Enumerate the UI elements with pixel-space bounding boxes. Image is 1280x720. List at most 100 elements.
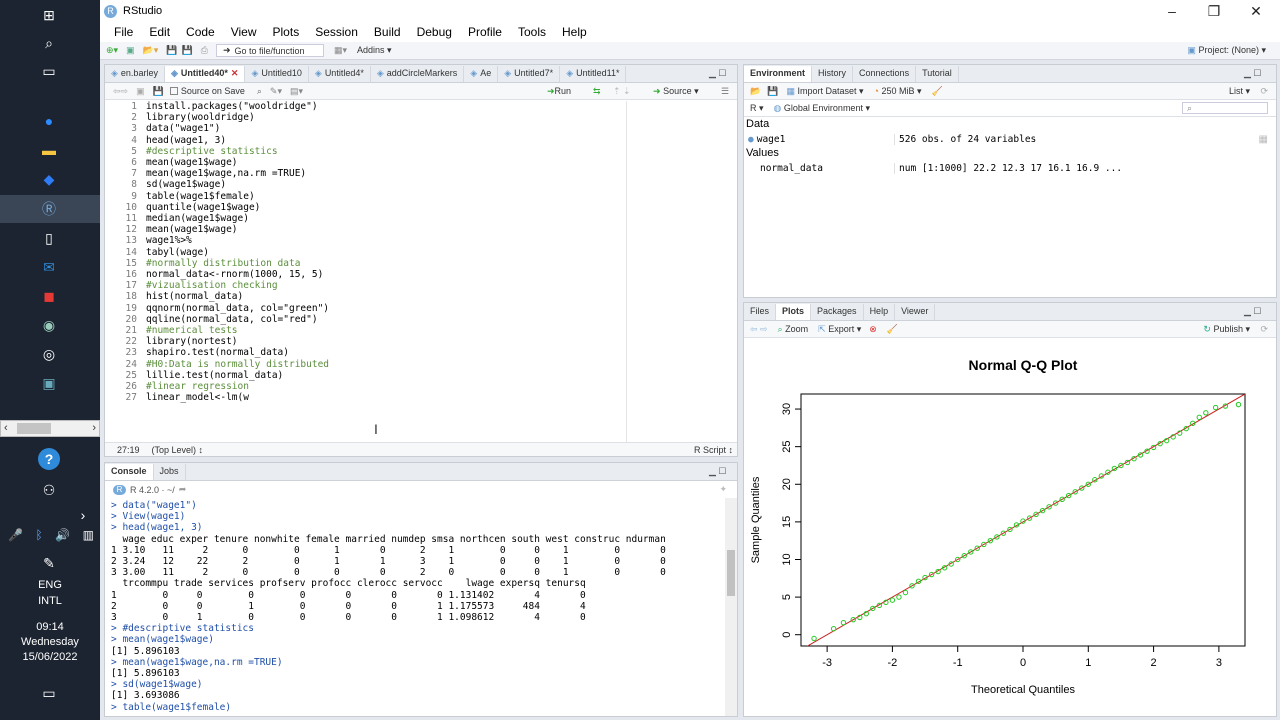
- clear-console-icon[interactable]: ✦: [719, 484, 727, 494]
- chevron-left-icon[interactable]: ‹: [4, 422, 8, 434]
- code-line[interactable]: lillie.test(normal_data): [146, 369, 284, 381]
- code-line[interactable]: data("wage1"): [146, 123, 221, 135]
- rerun-icon[interactable]: ⇆: [593, 85, 601, 96]
- refresh-icon[interactable]: ⟳: [1260, 85, 1268, 96]
- tab-ae[interactable]: ◈ Ae: [464, 66, 499, 82]
- close-tab-icon[interactable]: ✕: [230, 68, 239, 78]
- code-line[interactable]: mean(wage1$wage): [146, 224, 238, 236]
- menu-debug[interactable]: Debug: [416, 25, 452, 39]
- code-line[interactable]: hist(normal_data): [146, 291, 244, 303]
- save-icon[interactable]: 💾: [166, 45, 178, 55]
- code-line[interactable]: shapiro.test(normal_data): [146, 347, 289, 359]
- mic-icon[interactable]: 🎤: [8, 528, 23, 542]
- code-line[interactable]: #linear regression: [146, 381, 249, 393]
- tab-jobs[interactable]: Jobs: [154, 464, 186, 480]
- source-on-save-checkbox[interactable]: Source on Save: [169, 86, 245, 96]
- console-scrollbar[interactable]: [725, 498, 737, 716]
- menu-edit[interactable]: Edit: [149, 25, 171, 39]
- goto-file-input[interactable]: ➜ Go to file/function: [215, 44, 324, 57]
- tab-packages[interactable]: Packages: [811, 304, 864, 320]
- pane-minmax-icon[interactable]: ▁ ☐: [1244, 306, 1262, 316]
- clock[interactable]: 09:14 Wednesday 15/06/2022: [0, 620, 100, 665]
- search-icon[interactable]: ⌕: [256, 85, 262, 96]
- code-line[interactable]: install.packages("wooldridge"): [146, 101, 318, 112]
- scroll-thumb[interactable]: [17, 423, 51, 434]
- chevron-right-icon[interactable]: ›: [92, 422, 96, 434]
- tab-untitled11[interactable]: ◈ Untitled11*: [560, 66, 627, 82]
- environment-search-input[interactable]: ⌕: [1182, 102, 1268, 114]
- menu-file[interactable]: File: [114, 25, 134, 39]
- back-icon[interactable]: ⇦⇨: [113, 85, 129, 96]
- code-line[interactable]: table(wage1$female): [146, 190, 255, 202]
- remove-plot-icon[interactable]: ⊗: [869, 323, 877, 334]
- menu-view[interactable]: View: [230, 25, 257, 39]
- scope-selector[interactable]: ◍ Global Environment ▾: [773, 102, 870, 113]
- code-line[interactable]: quantile(wage1$wage): [146, 201, 261, 213]
- app-icon[interactable]: ◼: [43, 287, 55, 304]
- publish-button[interactable]: ↻ Publish ▾: [1203, 323, 1250, 334]
- compile-icon[interactable]: ▤▾: [289, 85, 304, 96]
- pen-icon[interactable]: ✎: [43, 554, 55, 571]
- tab-plots[interactable]: Plots: [776, 304, 812, 320]
- menu-help[interactable]: Help: [562, 25, 587, 39]
- console-output[interactable]: > data("wage1") > View(wage1) > head(wage1…: [111, 500, 723, 715]
- language-indicator[interactable]: ENG INTL: [0, 577, 100, 609]
- close-button[interactable]: ✕: [1250, 2, 1262, 19]
- pane-minmax-icon[interactable]: ▁ ☐: [709, 68, 727, 78]
- broom-icon[interactable]: 🧹: [886, 323, 899, 334]
- menu-code[interactable]: Code: [186, 25, 215, 39]
- dropbox-icon[interactable]: ◆: [43, 170, 55, 187]
- pane-minmax-icon[interactable]: ▁ ☐: [709, 466, 727, 476]
- obs-icon[interactable]: ◎: [42, 345, 56, 362]
- tab-tutorial[interactable]: Tutorial: [916, 66, 959, 82]
- load-workspace-icon[interactable]: 📂: [750, 85, 762, 96]
- restore-button[interactable]: ❐: [1207, 2, 1221, 19]
- grid-icon[interactable]: ▦▾: [333, 45, 347, 55]
- file-explorer-icon[interactable]: ▬: [42, 142, 56, 158]
- new-project-icon[interactable]: ▣: [126, 45, 135, 55]
- code-line[interactable]: #normally distribution data: [146, 257, 301, 269]
- tab-history[interactable]: History: [812, 66, 854, 82]
- print-icon[interactable]: ⎙: [200, 45, 208, 55]
- broom-icon[interactable]: 🧹: [931, 85, 943, 96]
- tab-viewer[interactable]: Viewer: [895, 304, 936, 320]
- code-line[interactable]: tabyl(wage): [146, 246, 209, 258]
- code-line[interactable]: linear_model<-lm(w: [146, 392, 249, 404]
- code-line[interactable]: wage1%>%: [146, 235, 192, 247]
- code-line[interactable]: library(wooldridge): [146, 112, 255, 124]
- document-icon[interactable]: ▯: [45, 229, 53, 246]
- people-icon[interactable]: ⚇: [42, 481, 56, 498]
- code-line[interactable]: head(wage1, 3): [146, 134, 227, 146]
- outline-icon[interactable]: ☰: [721, 85, 730, 96]
- run-button[interactable]: ➜Run: [547, 86, 571, 97]
- save-icon[interactable]: 💾: [152, 85, 164, 96]
- back-icon[interactable]: ⇦ ⇨: [750, 323, 768, 334]
- code-line[interactable]: median(wage1$wage): [146, 213, 249, 225]
- windows-icon[interactable]: ⊞: [43, 6, 55, 23]
- scope-selector[interactable]: (Top Level) ↕: [151, 444, 204, 455]
- export-button[interactable]: ⇱ Export ▾: [818, 323, 862, 334]
- chrome-icon[interactable]: ◉: [42, 316, 56, 333]
- code-line[interactable]: library(nortest): [146, 336, 238, 348]
- code-line[interactable]: normal_data<-rnorm(1000, 15, 5): [146, 269, 324, 281]
- tab-en-barley[interactable]: ◈ en.barley: [105, 66, 165, 82]
- show-in-window-icon[interactable]: ▣: [136, 85, 145, 96]
- settings-icon[interactable]: ▣: [42, 374, 56, 391]
- bluetooth-icon[interactable]: ᛒ: [35, 528, 43, 542]
- list-view-button[interactable]: List ▾: [1228, 85, 1250, 96]
- tab-untitled10[interactable]: ◈ Untitled10: [245, 66, 309, 82]
- taskbar-scrollbar[interactable]: ‹ ›: [0, 420, 100, 437]
- chevron-right-icon[interactable]: ›: [80, 507, 86, 523]
- tab-untitled40[interactable]: ◈ Untitled40* ✕: [164, 66, 246, 82]
- memory-usage-button[interactable]: ◔ 250 MiB ▾: [873, 85, 922, 96]
- expand-icon[interactable]: ●: [748, 133, 754, 145]
- code-area[interactable]: install.packages("wooldridge") library(wo…: [146, 101, 626, 403]
- zoom-button[interactable]: ⌕ Zoom: [778, 324, 809, 335]
- wand-icon[interactable]: ✎▾: [269, 85, 282, 96]
- minimize-button[interactable]: –: [1168, 3, 1176, 19]
- tab-environment[interactable]: Environment: [744, 66, 813, 82]
- pane-minmax-icon[interactable]: ▁ ☐: [1244, 68, 1262, 78]
- code-line[interactable]: sd(wage1$wage): [146, 179, 227, 191]
- rstudio-icon[interactable]: Ⓡ: [42, 201, 56, 217]
- save-workspace-icon[interactable]: 💾: [767, 85, 779, 96]
